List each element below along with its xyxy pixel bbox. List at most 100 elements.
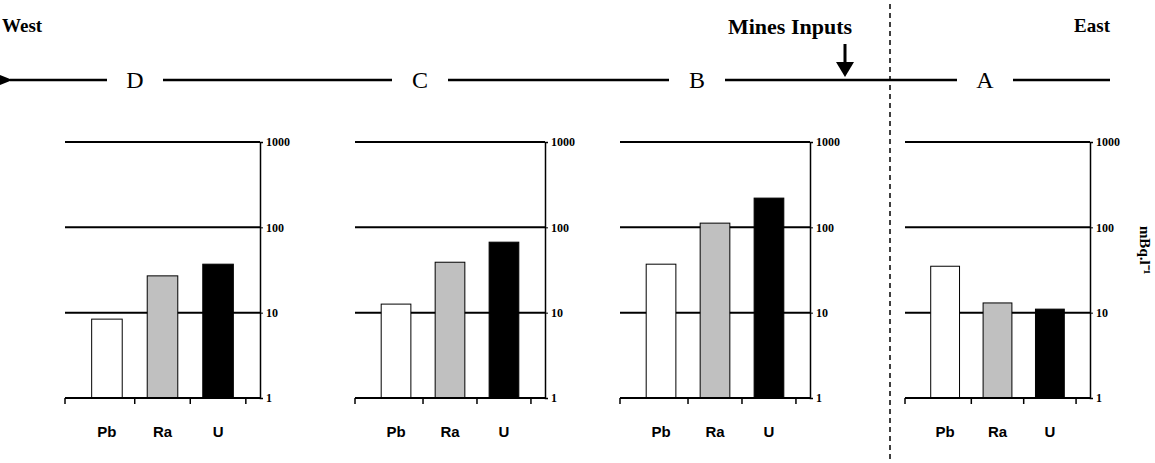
annotation: East: [1074, 15, 1111, 36]
tick-mark: [260, 313, 263, 314]
tick-label: Ra: [988, 423, 1008, 440]
tick-label: Pb: [97, 423, 116, 440]
tick-label: 10: [551, 306, 563, 320]
tick-label: 10: [266, 306, 278, 320]
bars: [646, 198, 784, 398]
tick: 1: [260, 391, 272, 405]
tick-label: 1000: [551, 135, 575, 149]
bar: [203, 264, 234, 398]
y-axis: 1 10 100 1000: [1090, 135, 1120, 405]
tick-label: 1000: [816, 135, 840, 149]
separator-tick: [741, 398, 743, 404]
tick-label: 1000: [266, 135, 290, 149]
tick: 100: [260, 221, 284, 235]
y-axis: 1 10 100 1000: [810, 135, 840, 405]
tick: 1: [545, 391, 557, 405]
separator-tick: [354, 398, 356, 404]
bar: [381, 304, 411, 398]
tick: U: [764, 398, 775, 440]
tick: Ra: [440, 398, 460, 440]
tick: Pb: [386, 398, 405, 440]
tick: 1000: [260, 135, 290, 149]
tick: 10: [260, 306, 278, 320]
tick-mark: [545, 227, 548, 228]
tick-mark: [1090, 227, 1093, 228]
axis-line: [905, 397, 1090, 399]
panel: AEast1101001000PbRaUmBq.l⁻¹: [905, 15, 1153, 440]
tick-label: Pb: [386, 423, 405, 440]
separator-tick: [422, 398, 424, 404]
panel-title: D: [126, 67, 143, 93]
separator-tick: [134, 398, 136, 404]
grid-line: [905, 226, 1090, 228]
tick-mark: [810, 313, 813, 314]
grid-line: [355, 397, 545, 399]
divider: [889, 4, 891, 460]
tick-mark: [1090, 313, 1093, 314]
tick-mark: [545, 313, 548, 314]
tick: 1: [810, 391, 822, 405]
tick-label: 1000: [1096, 135, 1120, 149]
tick: Ra: [153, 398, 173, 440]
tick-label: 1: [816, 391, 822, 405]
separator-tick: [971, 398, 973, 404]
tick-label: Ra: [153, 423, 173, 440]
panel-title: B: [689, 67, 705, 93]
grid-line: [905, 397, 1090, 399]
annotation: West: [2, 15, 43, 36]
separator-tick: [1075, 398, 1077, 404]
bar: [489, 242, 519, 398]
tick: 10: [1090, 306, 1108, 320]
axis-line: [65, 397, 260, 399]
tick-mark: [810, 227, 813, 228]
tick-label: 100: [816, 221, 834, 235]
tick: 10: [545, 306, 563, 320]
tick: Pb: [651, 398, 670, 440]
tick-label: 1: [1096, 391, 1102, 405]
y-axis: 1 10 100 1000: [545, 135, 575, 405]
tick-label: 10: [1096, 306, 1108, 320]
input-arrow-head: [836, 62, 854, 77]
bars: [92, 264, 234, 398]
tick: U: [1044, 398, 1055, 440]
separator-tick: [476, 398, 478, 404]
panel: D West 1 10 100 1000 Pb Ra U: [2, 15, 290, 440]
tick-label: U: [1044, 423, 1055, 440]
grid-line: [355, 141, 545, 143]
figure: DWest1101001000PbRaUC1101001000PbRaUBMin…: [0, 0, 1155, 463]
tick-mark: [260, 227, 263, 228]
bar: [147, 276, 178, 398]
tick-label: U: [213, 423, 224, 440]
separator-tick: [190, 398, 192, 404]
letter-gap: [107, 66, 163, 94]
separator-tick: [64, 398, 66, 404]
tick: 100: [545, 221, 569, 235]
tick: Pb: [97, 398, 116, 440]
bars: [381, 242, 519, 398]
tick-mark: [810, 398, 813, 399]
panel: C1101001000PbRaU: [355, 66, 575, 440]
separator-tick: [687, 398, 689, 404]
tick-label: U: [764, 423, 775, 440]
separator-tick: [245, 398, 247, 404]
tick-label: 10: [816, 306, 828, 320]
tick-mark: [545, 142, 548, 143]
tick: 1: [1090, 391, 1102, 405]
tick: 1000: [810, 135, 840, 149]
axis-line: [355, 397, 545, 399]
bar: [983, 303, 1012, 398]
tick-label: 1: [266, 391, 272, 405]
letter-gap: [392, 66, 448, 94]
panel: BMines Inputs1101001000PbRaU: [620, 14, 854, 440]
separator-tick: [904, 398, 906, 404]
axis-line: [261, 143, 264, 399]
tick: 100: [1090, 221, 1114, 235]
axis-line: [1091, 143, 1094, 399]
annotation: Mines Inputs: [728, 14, 853, 39]
tick-mark: [810, 142, 813, 143]
bar: [92, 319, 123, 398]
bar: [931, 266, 960, 398]
x-axis: Pb Ra U: [65, 398, 260, 440]
grid-line: [905, 141, 1090, 143]
bars: [931, 266, 1065, 398]
